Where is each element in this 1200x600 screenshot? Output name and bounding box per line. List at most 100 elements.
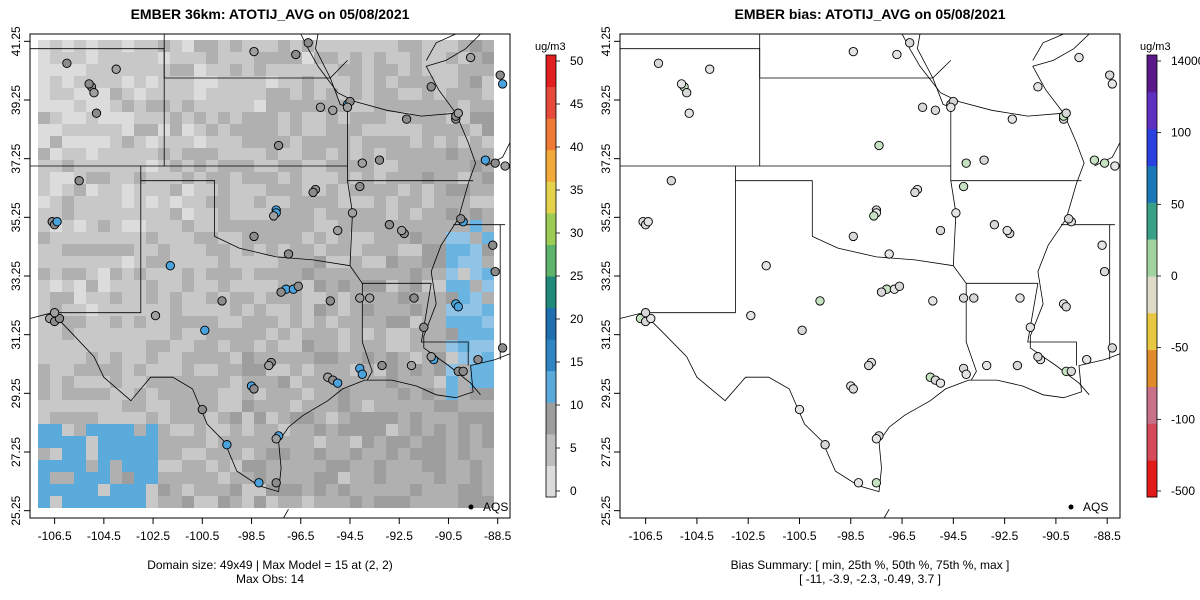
raster-cell	[194, 244, 206, 256]
raster-cell	[386, 124, 398, 136]
raster-cell	[302, 388, 314, 400]
raster-cell	[218, 496, 230, 508]
raster-cell	[458, 412, 470, 424]
colorbar-segment	[1147, 312, 1157, 351]
raster-cell	[86, 220, 98, 232]
raster-cell	[422, 40, 434, 52]
raster-cell	[62, 340, 74, 352]
raster-cell	[86, 244, 98, 256]
raster-cell	[194, 412, 206, 424]
raster-cell	[254, 208, 266, 220]
raster-cell	[302, 148, 314, 160]
obs-point	[315, 102, 326, 112]
raster-cell	[482, 220, 494, 232]
raster-cell	[194, 460, 206, 472]
raster-cell	[182, 328, 194, 340]
raster-cell	[218, 148, 230, 160]
colorbar-segment	[546, 118, 556, 151]
raster-cell	[50, 232, 62, 244]
raster-cell	[338, 352, 350, 364]
raster-cell	[170, 112, 182, 124]
raster-cell	[194, 364, 206, 376]
raster-cell	[338, 364, 350, 376]
raster-cell	[122, 136, 134, 148]
raster-cell	[170, 400, 182, 412]
raster-cell	[362, 40, 374, 52]
raster-cell	[122, 400, 134, 412]
obs-point	[333, 225, 343, 236]
raster-cell	[398, 136, 410, 148]
raster-cell	[38, 208, 50, 220]
raster-cell	[62, 400, 74, 412]
raster-cell	[218, 88, 230, 100]
raster-cell	[50, 64, 62, 76]
raster-cell	[374, 52, 386, 64]
raster-cell	[170, 76, 182, 88]
raster-cell	[482, 76, 494, 88]
raster-cell	[74, 88, 86, 100]
raster-cell	[374, 88, 386, 100]
raster-cell	[374, 424, 386, 436]
raster-cell	[122, 328, 134, 340]
raster-cell	[314, 484, 326, 496]
raster-cell	[290, 496, 302, 508]
colorbar-unit-label: ug/m3	[535, 41, 566, 53]
raster-cell	[374, 76, 386, 88]
raster-cell	[170, 184, 182, 196]
raster-cell	[158, 208, 170, 220]
raster-cell	[398, 364, 410, 376]
raster-cell	[86, 292, 98, 304]
raster-cell	[446, 244, 458, 256]
raster-cell	[110, 268, 122, 280]
obs-point	[458, 366, 468, 376]
raster-cell	[254, 100, 266, 112]
raster-cell	[98, 316, 110, 328]
raster-cell	[74, 328, 86, 340]
raster-cell	[98, 52, 110, 64]
raster-cell	[446, 172, 458, 184]
raster-cell	[170, 64, 182, 76]
raster-cell	[218, 352, 230, 364]
raster-cell	[182, 496, 194, 508]
raster-cell	[182, 352, 194, 364]
raster-cell	[170, 292, 182, 304]
raster-cell	[218, 52, 230, 64]
colorbar-segment	[546, 212, 556, 245]
raster-cell	[338, 76, 350, 88]
raster-cell	[470, 232, 482, 244]
raster-cell	[182, 280, 194, 292]
raster-cell	[62, 100, 74, 112]
raster-cell	[158, 340, 170, 352]
raster-cell	[254, 256, 266, 268]
raster-cell	[74, 304, 86, 316]
raster-cell	[278, 484, 290, 496]
raster-cell	[158, 376, 170, 388]
raster-cell	[470, 364, 482, 376]
raster-cell	[62, 460, 74, 472]
raster-cell	[386, 40, 398, 52]
raster-cell	[134, 196, 146, 208]
raster-cell	[266, 328, 278, 340]
raster-cell	[218, 100, 230, 112]
raster-cell	[98, 88, 110, 100]
raster-cell	[422, 388, 434, 400]
raster-cell	[122, 232, 134, 244]
raster-cell	[122, 268, 134, 280]
raster-cell	[146, 256, 158, 268]
raster-cell	[446, 484, 458, 496]
raster-cell	[86, 460, 98, 472]
raster-cell	[98, 424, 110, 436]
raster-cell	[458, 352, 470, 364]
raster-cell	[182, 484, 194, 496]
raster-cell	[122, 76, 134, 88]
raster-cell	[338, 484, 350, 496]
raster-cell	[410, 40, 422, 52]
raster-cell	[422, 484, 434, 496]
raster-cell	[458, 172, 470, 184]
raster-cell	[230, 88, 242, 100]
x-tick-label: -100.5	[185, 529, 219, 543]
raster-cell	[98, 484, 110, 496]
x-tick-label: -98.5	[238, 529, 266, 543]
obs-point	[347, 208, 358, 218]
boundary-line	[361, 283, 373, 381]
